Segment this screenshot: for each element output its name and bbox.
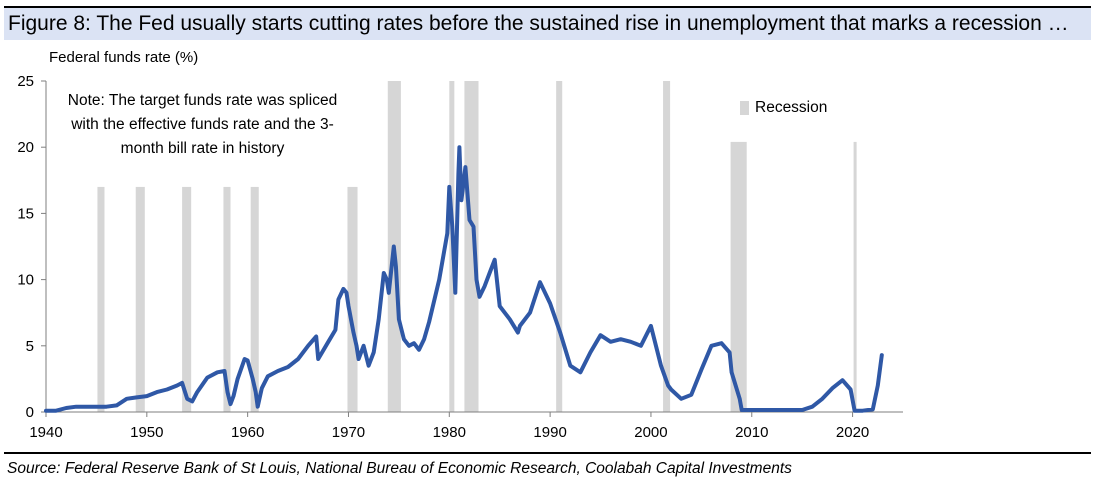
x-tick-label-2000: 2000 xyxy=(634,424,667,441)
recession-bar-1 xyxy=(135,186,145,412)
y-tick-label-25: 25 xyxy=(17,73,34,90)
y-axis-label: Federal funds rate (%) xyxy=(49,49,199,66)
x-tick-label-2010: 2010 xyxy=(735,424,768,441)
x-tick-label-1990: 1990 xyxy=(533,424,566,441)
recession-bar-9 xyxy=(556,81,563,412)
x-tick-label-1970: 1970 xyxy=(332,424,365,441)
recession-bar-10 xyxy=(663,81,671,412)
y-tick-label-20: 20 xyxy=(17,139,34,156)
bottom-rule xyxy=(4,452,1091,454)
top-rule xyxy=(4,6,1091,8)
recession-bar-5 xyxy=(347,186,358,412)
recession-bar-4 xyxy=(250,186,259,412)
x-tick-label-1950: 1950 xyxy=(130,424,163,441)
x-tick-label-1960: 1960 xyxy=(231,424,264,441)
y-tick-label-0: 0 xyxy=(26,404,34,421)
recession-bar-2 xyxy=(182,186,192,412)
x-tick-label-1980: 1980 xyxy=(433,424,466,441)
chart-note: Note: The target funds rate was spliced … xyxy=(67,92,338,157)
source-note: Source: Federal Reserve Bank of St Louis… xyxy=(7,460,792,477)
recession-bar-8 xyxy=(464,81,479,412)
x-tick-label-2020: 2020 xyxy=(836,424,869,441)
legend-swatch-recession xyxy=(740,101,749,115)
recession-bar-0 xyxy=(97,186,105,412)
legend-label-recession: Recession xyxy=(755,99,828,116)
recession-bar-11 xyxy=(730,141,747,413)
recession-bar-3 xyxy=(223,186,231,412)
legend: Recession xyxy=(740,99,827,117)
x-tick-label-1940: 1940 xyxy=(29,424,62,441)
recession-bar-12 xyxy=(853,141,857,413)
series-line-0 xyxy=(44,145,884,413)
y-tick-label-15: 15 xyxy=(17,205,34,222)
figure-title: Figure 8: The Fed usually starts cutting… xyxy=(4,8,1091,40)
y-tick-label-10: 10 xyxy=(17,272,34,289)
y-tick-label-5: 5 xyxy=(26,338,34,355)
